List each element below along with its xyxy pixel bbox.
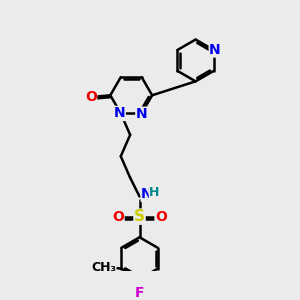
Text: H: H xyxy=(149,186,160,199)
Text: CH₃: CH₃ xyxy=(91,261,116,274)
Text: O: O xyxy=(155,210,167,224)
Text: N: N xyxy=(209,43,221,57)
Text: N: N xyxy=(141,188,153,201)
Text: F: F xyxy=(135,286,144,300)
Text: O: O xyxy=(85,90,97,104)
Text: N: N xyxy=(136,107,148,121)
Text: O: O xyxy=(112,210,124,224)
Text: S: S xyxy=(134,209,145,224)
Text: N: N xyxy=(114,106,125,120)
